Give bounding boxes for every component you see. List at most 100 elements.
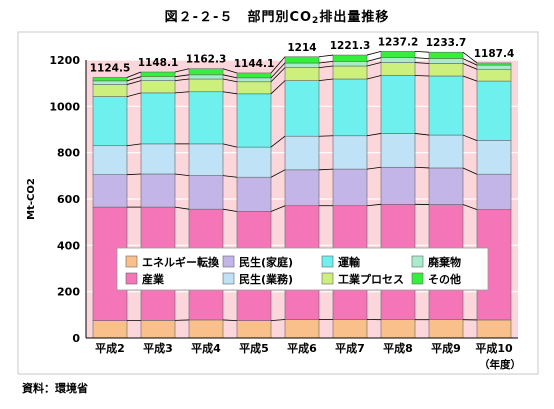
bar-segment bbox=[332, 319, 368, 339]
connector-line bbox=[174, 206, 190, 210]
connector-line bbox=[174, 91, 190, 94]
connector-line bbox=[222, 175, 238, 178]
legend-swatch bbox=[411, 255, 424, 268]
bar-segment bbox=[380, 62, 416, 76]
bar-segment bbox=[140, 92, 176, 145]
y-axis: 0 200 400 600 800 1000 1200 bbox=[49, 54, 518, 345]
connector-line bbox=[126, 173, 142, 176]
connector-line bbox=[270, 205, 286, 212]
bar-segment bbox=[188, 74, 224, 80]
legend-swatch bbox=[321, 272, 334, 285]
connector-line bbox=[366, 62, 382, 67]
connector-line bbox=[462, 167, 478, 175]
connector-line bbox=[126, 76, 142, 82]
source-note: 資料：環境省 bbox=[22, 382, 88, 395]
bar-segment bbox=[332, 54, 368, 62]
connector-lines bbox=[126, 50, 478, 322]
bar-segment bbox=[140, 80, 176, 94]
legend-swatch bbox=[125, 255, 138, 268]
legend-box bbox=[116, 247, 489, 291]
connector-line bbox=[270, 80, 286, 95]
bar-segment bbox=[284, 135, 320, 171]
connector-line bbox=[222, 208, 238, 212]
bar-segment bbox=[188, 175, 224, 210]
bar-segment bbox=[332, 65, 368, 80]
bar-segment bbox=[236, 176, 272, 212]
legend-swatch bbox=[222, 255, 235, 268]
x-tick-label: 平成3 bbox=[143, 341, 173, 355]
connector-line bbox=[318, 168, 334, 171]
connector-line bbox=[270, 56, 286, 74]
bar-segment bbox=[284, 56, 320, 64]
bar-segment bbox=[140, 71, 176, 77]
bar-segment bbox=[428, 51, 464, 59]
legend-label: エネルギー転換 bbox=[142, 255, 220, 269]
bar-segment bbox=[140, 76, 176, 81]
bar-segment bbox=[188, 143, 224, 176]
x-axis: 平成2 平成3 平成4 平成5 平成6 平成7 平成8 平成9 平成10 bbox=[95, 341, 513, 355]
bar-segment bbox=[476, 68, 512, 82]
y-tick-label: 600 bbox=[57, 193, 80, 206]
x-tick-label: 平成7 bbox=[335, 341, 365, 355]
connector-line bbox=[318, 78, 334, 82]
bar-segment bbox=[236, 81, 272, 95]
legend-label: 工業プロセス bbox=[338, 272, 404, 286]
x-tick-label: 平成9 bbox=[431, 341, 461, 355]
legend-label: 民生(業務) bbox=[239, 272, 293, 286]
connector-line bbox=[222, 74, 238, 79]
legend-label: 運輸 bbox=[338, 255, 361, 269]
x-axis-unit: （年度） bbox=[479, 358, 521, 371]
total-label: 1148.1 bbox=[138, 57, 179, 69]
connector-line bbox=[222, 91, 238, 95]
connector-line bbox=[462, 204, 478, 211]
total-label: 1187.4 bbox=[474, 48, 515, 60]
bar-segment bbox=[140, 143, 176, 175]
connector-line bbox=[366, 75, 382, 80]
legend-label: その他 bbox=[428, 272, 461, 286]
connector-line bbox=[414, 62, 430, 64]
connector-line bbox=[366, 203, 382, 207]
bar-segment bbox=[140, 173, 176, 208]
connector-line bbox=[126, 143, 142, 147]
connector-line bbox=[270, 169, 286, 178]
bar-segment bbox=[332, 61, 368, 67]
connector-line bbox=[222, 143, 238, 148]
connector-line bbox=[318, 60, 334, 64]
bar-segment bbox=[380, 75, 416, 134]
total-label: 1144.1 bbox=[234, 58, 275, 70]
total-label: 1124.5 bbox=[90, 62, 131, 74]
legend-label: 民生(家庭) bbox=[239, 255, 293, 269]
bar-segment bbox=[332, 135, 368, 170]
legend-swatch bbox=[321, 255, 334, 268]
x-tick-label: 平成8 bbox=[383, 341, 413, 355]
connector-line bbox=[462, 75, 478, 82]
connector-line bbox=[414, 166, 430, 169]
bar-segment bbox=[380, 57, 416, 63]
bar-segment bbox=[92, 77, 128, 82]
bar-segment bbox=[380, 166, 416, 205]
legend-label: 廃棄物 bbox=[428, 255, 461, 269]
bar-segment bbox=[92, 174, 128, 208]
connector-line bbox=[222, 68, 238, 74]
connector-line bbox=[126, 92, 142, 97]
connector-line bbox=[270, 319, 286, 322]
bar-segment bbox=[476, 80, 512, 141]
y-axis-label: Mt-CO2 bbox=[26, 178, 37, 220]
connector-line bbox=[174, 78, 190, 82]
y-tick-label: 800 bbox=[57, 147, 80, 160]
connector-line bbox=[366, 50, 382, 56]
connector-line bbox=[174, 68, 190, 73]
connector-line bbox=[462, 134, 478, 141]
bar-segment bbox=[380, 133, 416, 168]
bar-segment bbox=[380, 51, 416, 58]
bar-segment bbox=[428, 75, 464, 136]
bar-segment bbox=[92, 80, 128, 85]
connector-line bbox=[174, 173, 190, 176]
total-label: 1233.7 bbox=[426, 37, 467, 49]
connector-line bbox=[270, 62, 286, 79]
total-label: 1162.3 bbox=[186, 54, 227, 66]
x-tick-label: 平成10 bbox=[475, 341, 513, 355]
bar-segment bbox=[188, 68, 224, 76]
